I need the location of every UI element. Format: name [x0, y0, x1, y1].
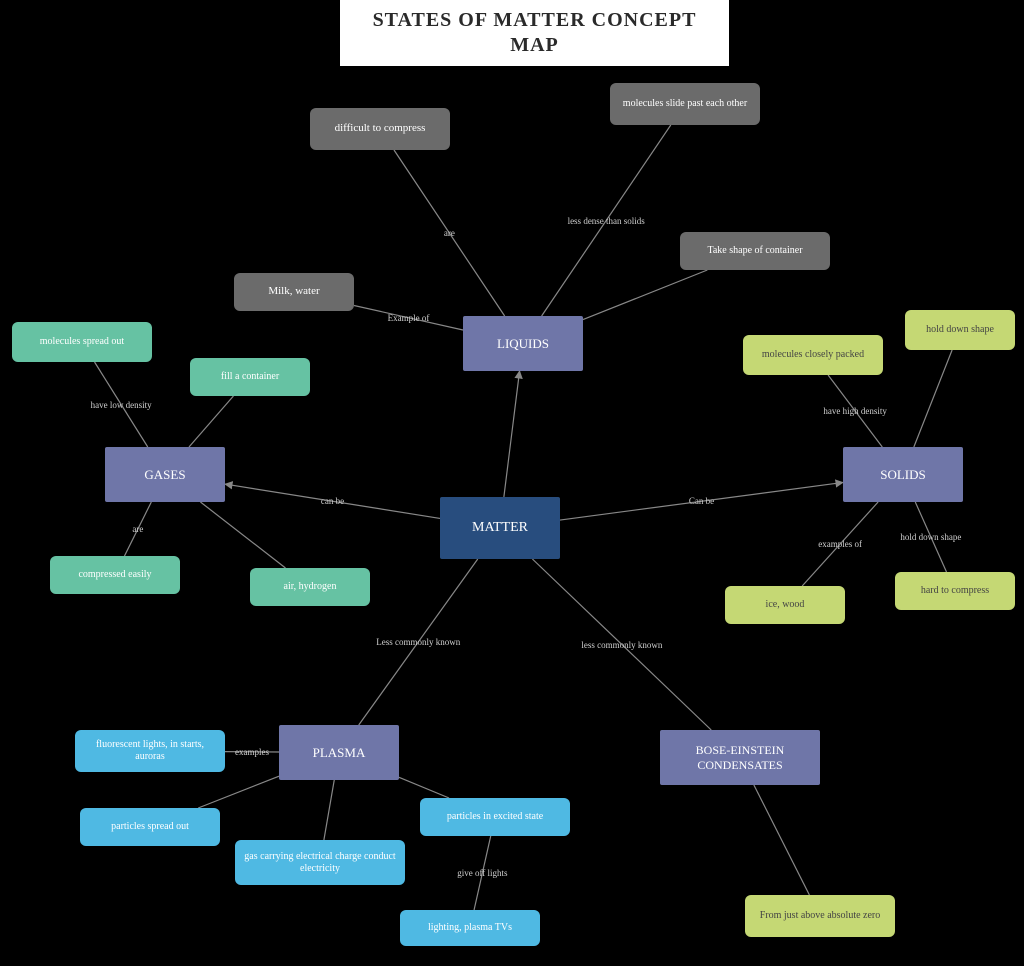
edge-label: Can be	[689, 496, 714, 506]
node-bec1: From just above absolute zero	[745, 895, 895, 937]
edge-label: have low density	[91, 400, 152, 410]
node-gas1: molecules spread out	[12, 322, 152, 362]
edge-label: Less commonly known	[376, 637, 460, 647]
node-pl5: lighting, plasma TVs	[400, 910, 540, 946]
node-gas3: compressed easily	[50, 556, 180, 594]
node-gases: GASES	[105, 447, 225, 502]
edge-label: Example of	[388, 313, 430, 323]
edge-label: examples of	[818, 539, 862, 549]
node-gas2: fill a container	[190, 358, 310, 396]
edge	[200, 502, 285, 568]
edge-label: examples	[235, 747, 269, 757]
edge-label: hold down shape	[900, 532, 961, 542]
edge	[504, 371, 520, 497]
node-sol1: molecules closely packed	[743, 335, 883, 375]
node-sol4: ice, wood	[725, 586, 845, 624]
node-plasma: PLASMA	[279, 725, 399, 780]
edge	[198, 776, 279, 808]
edge-label: give off lights	[457, 868, 507, 878]
edge-label: less dense than solids	[568, 216, 645, 226]
edge	[754, 785, 810, 895]
edge	[583, 270, 707, 320]
edge	[189, 396, 233, 447]
node-gas4: air, hydrogen	[250, 568, 370, 606]
node-sol3: hard to compress	[895, 572, 1015, 610]
node-pl3: gas carrying electrical charge conduct e…	[235, 840, 405, 885]
node-liq2: molecules slide past each other	[610, 83, 760, 125]
node-pl1: fluorescent lights, in starts, auroras	[75, 730, 225, 772]
edge-label: have high density	[823, 406, 887, 416]
node-matter: MATTER	[440, 497, 560, 559]
node-sol2: hold down shape	[905, 310, 1015, 350]
node-liquids: LIQUIDS	[463, 316, 583, 371]
node-bec: BOSE-EINSTEIN CONDENSATES	[660, 730, 820, 785]
edge-label: can be	[321, 496, 344, 506]
concept-map: { "title": { "text": "STATES OF MATTER C…	[0, 0, 1024, 966]
edge-label: are	[132, 524, 143, 534]
edge-label: less commonly known	[581, 640, 662, 650]
edge-label: are	[444, 228, 455, 238]
node-liq4: Milk, water	[234, 273, 354, 311]
edge	[324, 780, 334, 840]
edge	[914, 350, 952, 447]
node-solids: SOLIDS	[843, 447, 963, 502]
node-liq3: Take shape of container	[680, 232, 830, 270]
node-pl2: particles spread out	[80, 808, 220, 846]
diagram-title: STATES OF MATTER CONCEPT MAP	[340, 0, 729, 66]
edge	[399, 777, 449, 798]
node-pl4: particles in excited state	[420, 798, 570, 836]
node-liq1: difficult to compress	[310, 108, 450, 150]
